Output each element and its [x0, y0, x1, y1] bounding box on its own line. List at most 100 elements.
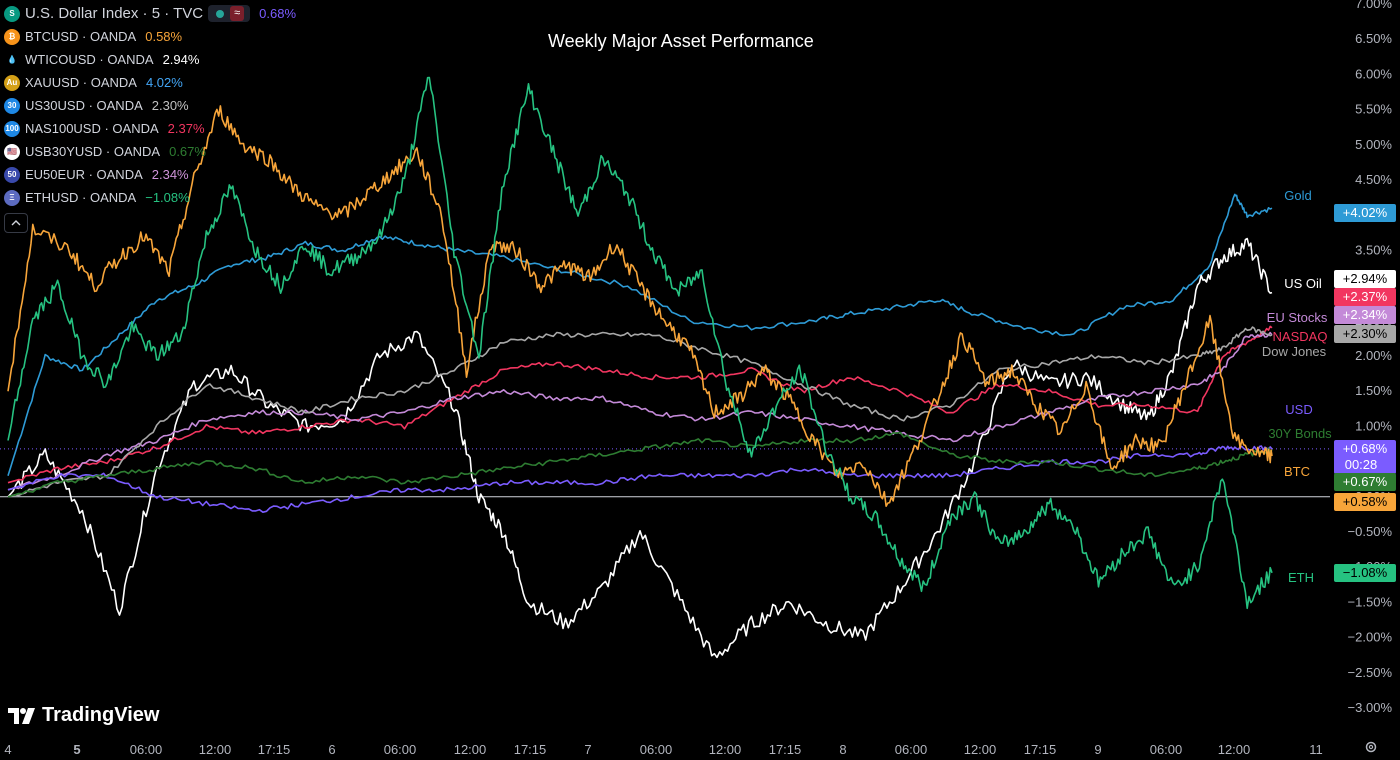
- price-tag-nasdaq[interactable]: +2.37%: [1334, 288, 1396, 306]
- live-status-pill[interactable]: ≈: [208, 5, 251, 22]
- tradingview-logo-icon: [8, 707, 35, 724]
- legend-value: 2.34%: [151, 167, 189, 182]
- settings-gear-icon[interactable]: [1364, 740, 1378, 754]
- y-tick-label: 7.00%: [1355, 0, 1392, 11]
- x-tick-label: 12:00: [199, 742, 232, 757]
- series-line-nasdaq[interactable]: [7, 325, 1273, 484]
- collapse-legend-button[interactable]: [4, 213, 28, 233]
- x-tick-label: 06:00: [895, 742, 928, 757]
- symbol-icon: Ξ: [4, 189, 20, 206]
- price-tag-30y-bonds[interactable]: +0.67%: [1334, 473, 1396, 491]
- legend-value: 0.68%: [259, 6, 297, 21]
- price-tag-bg: [1334, 204, 1396, 222]
- legend-symbol: BTCUSD · OANDA: [25, 29, 137, 44]
- price-tag-bg: [1334, 473, 1396, 491]
- x-tick-label: 06:00: [384, 742, 417, 757]
- price-tag-bg: [1334, 440, 1396, 474]
- y-tick-label: −2.00%: [1348, 630, 1393, 645]
- legend-symbol: NAS100USD · OANDA: [25, 121, 159, 136]
- x-tick-label: 17:15: [258, 742, 291, 757]
- live-dot-icon: [216, 9, 225, 18]
- price-tag-eu-stocks[interactable]: +2.34%: [1334, 306, 1396, 324]
- series-line-eu-stocks[interactable]: [7, 331, 1273, 491]
- price-tag-bg: [1334, 493, 1396, 511]
- price-tag-bg: [1334, 270, 1396, 288]
- legend-value: 2.94%: [162, 52, 200, 67]
- y-tick-label: 6.00%: [1355, 66, 1392, 81]
- legend-symbol: US30USD · OANDA: [25, 98, 143, 113]
- legend: S U.S. Dollar Index · 5 · TVC ≈0.68% ₿ BTCUS…: [4, 2, 296, 233]
- symbol-icon: 💧: [4, 51, 20, 68]
- chart-title: Weekly Major Asset Performance: [548, 31, 814, 51]
- price-tag-value: +0.58%: [1343, 494, 1388, 509]
- symbol-icon: 100: [4, 120, 20, 137]
- x-tick-label: 12:00: [709, 742, 742, 757]
- price-tag-btc[interactable]: +0.58%: [1334, 493, 1396, 511]
- price-tag-us-oil[interactable]: +2.94%: [1334, 270, 1396, 288]
- series-label: NASDAQ: [1273, 329, 1328, 344]
- legend-symbol: ETHUSD · OANDA: [25, 190, 137, 205]
- symbol-icon: 🇺🇸: [4, 143, 20, 160]
- x-tick-label: 5: [73, 742, 80, 757]
- price-tag-eth[interactable]: −1.08%: [1334, 564, 1396, 582]
- legend-row[interactable]: 100 NAS100USD · OANDA 2.37%: [4, 117, 296, 140]
- y-axis: 7.00%6.50%6.00%5.50%5.00%4.50%4.00%3.50%…: [1348, 0, 1393, 715]
- y-tick-label: 6.50%: [1355, 31, 1392, 46]
- series-line-eth[interactable]: [7, 76, 1273, 610]
- y-tick-label: 2.00%: [1355, 348, 1392, 363]
- price-tag-usd[interactable]: +0.68%00:28: [1334, 440, 1396, 474]
- series-label: BTC: [1284, 464, 1310, 479]
- x-tick-label: 12:00: [1218, 742, 1251, 757]
- series-line-btc[interactable]: [7, 105, 1273, 507]
- legend-row[interactable]: ₿ BTCUSD · OANDA 0.58%: [4, 25, 296, 48]
- x-tick-label: 6: [328, 742, 335, 757]
- legend-value: −1.08%: [145, 190, 190, 205]
- legend-row[interactable]: 30 US30USD · OANDA 2.30%: [4, 94, 296, 117]
- legend-row[interactable]: Au XAUUSD · OANDA 4.02%: [4, 71, 296, 94]
- symbol-icon: ₿: [4, 28, 20, 45]
- delayed-badge: ≈: [230, 6, 245, 21]
- legend-row[interactable]: 💧 WTICOUSD · OANDA 2.94%: [4, 48, 296, 71]
- x-axis: 4 5 06:00 12:00 17:15 6 06:00 12:00 17:15 7 06:00 1…: [4, 742, 1322, 757]
- price-tag-bg: [1334, 306, 1396, 324]
- legend-row[interactable]: 🇺🇸 USB30YUSD · OANDA 0.67%: [4, 140, 296, 163]
- price-tag-value: +2.34%: [1343, 307, 1388, 322]
- price-tag-gold[interactable]: +4.02%: [1334, 204, 1396, 222]
- legend-row[interactable]: Ξ ETHUSD · OANDA −1.08%: [4, 186, 296, 209]
- x-tick-label: 7: [584, 742, 591, 757]
- symbol-icon: 30: [4, 97, 20, 114]
- y-tick-label: −0.50%: [1348, 524, 1393, 539]
- series-line-30y-bonds[interactable]: [7, 431, 1273, 498]
- symbol-icon: S: [4, 5, 20, 22]
- legend-row[interactable]: S U.S. Dollar Index · 5 · TVC ≈0.68%: [4, 2, 296, 25]
- series-label: EU Stocks: [1267, 310, 1328, 325]
- series-line-us-oil[interactable]: [7, 237, 1273, 659]
- price-tag-value: +4.02%: [1343, 205, 1388, 220]
- series-line-gold[interactable]: [7, 193, 1273, 476]
- y-tick-label: 1.00%: [1355, 418, 1392, 433]
- series-line-dow-jones[interactable]: [7, 326, 1273, 498]
- legend-symbol: USB30YUSD · OANDA: [25, 144, 161, 159]
- x-tick-label: 9: [1094, 742, 1101, 757]
- x-tick-label: 17:15: [1024, 742, 1057, 757]
- countdown-timer: 00:28: [1345, 457, 1378, 472]
- y-tick-label: 4.50%: [1355, 172, 1392, 187]
- x-tick-label: 06:00: [640, 742, 673, 757]
- series-line-usd[interactable]: [7, 445, 1273, 513]
- symbol-icon: 50: [4, 166, 20, 183]
- price-tag-bg: [1334, 325, 1396, 343]
- price-tag-value: −1.08%: [1343, 565, 1388, 580]
- legend-value: 4.02%: [145, 75, 183, 90]
- legend-value: 0.58%: [145, 29, 183, 44]
- tradingview-logo[interactable]: TradingView: [8, 704, 159, 727]
- price-tag-value: +0.67%: [1343, 474, 1388, 489]
- price-tag-dow-jones[interactable]: +2.30%: [1334, 325, 1396, 343]
- legend-row[interactable]: 50 EU50EUR · OANDA 2.34%: [4, 163, 296, 186]
- y-tick-label: 5.00%: [1355, 137, 1392, 152]
- series-label: Dow Jones: [1262, 344, 1327, 359]
- price-tags: +4.02% +2.94% +2.37% +2.34% +2.30% +0.68%00:2…: [1334, 204, 1396, 582]
- symbol-icon: Au: [4, 74, 20, 91]
- y-tick-label: 3.50%: [1355, 242, 1392, 257]
- series-layer: [0, 76, 1330, 659]
